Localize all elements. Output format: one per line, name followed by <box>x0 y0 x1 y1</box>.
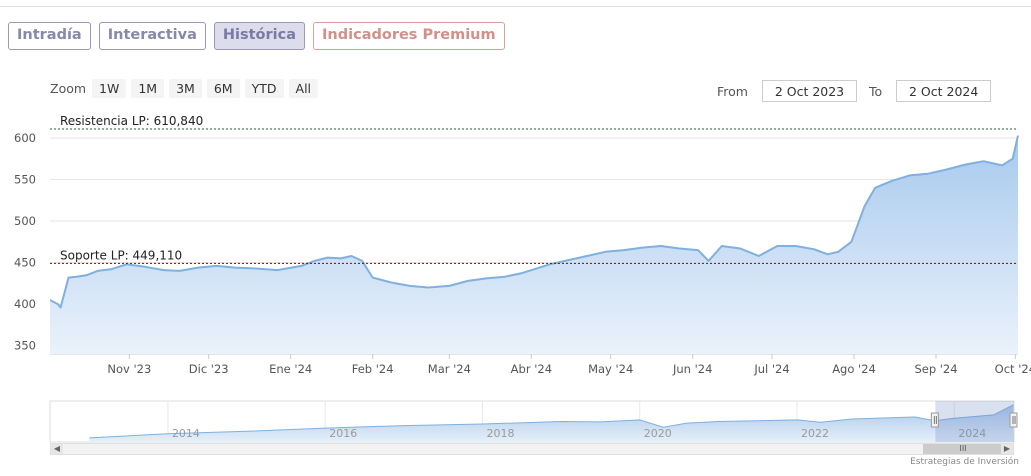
x-tick-label: May '24 <box>588 362 633 376</box>
tab-indicadores-premium[interactable]: Indicadores Premium <box>313 22 505 50</box>
navigator[interactable]: 2014 2016 2018 2020 2022 2024 <box>49 400 1018 443</box>
zoom-label: Zoom <box>50 81 87 96</box>
series-area-group <box>50 135 1018 354</box>
zoom-6m-button[interactable]: 6M <box>206 79 240 98</box>
navigator-area <box>89 404 1014 442</box>
zoom-1w-button[interactable]: 1W <box>92 79 127 98</box>
zoom-all-button[interactable]: All <box>288 79 319 98</box>
y-tick-label: 450 <box>14 256 36 270</box>
series-line <box>50 135 1019 309</box>
navigator-selection <box>935 401 1014 442</box>
x-tick-label: Ago '24 <box>832 362 876 376</box>
navigator-series-group <box>89 404 1014 442</box>
view-tabs: Intradía Interactiva Histórica Indicador… <box>8 22 505 50</box>
navigator-year-label: 2020 <box>644 427 672 440</box>
navigator-scrollbar[interactable]: ◀ III ▶ <box>50 443 1014 455</box>
resistance-label: Resistencia LP: 610,840 <box>60 114 203 128</box>
to-label: To <box>868 83 883 99</box>
tab-intradia[interactable]: Intradía <box>8 22 91 50</box>
chart-credit: Estrategias de Inversión <box>910 457 1019 467</box>
from-date-input[interactable] <box>761 80 857 102</box>
x-tick-label: Ene '24 <box>269 362 312 376</box>
scrollbar-thumb[interactable]: III <box>923 444 1003 454</box>
scroll-left-icon[interactable]: ◀ <box>51 444 63 454</box>
support-label: Soporte LP: 449,110 <box>60 248 182 262</box>
level-annotations: Resistencia LP: 610,840 Soporte LP: 449,1… <box>50 114 1018 264</box>
date-range: From To <box>717 80 1003 102</box>
series-area <box>50 135 1018 354</box>
x-tick-label: Oct '24 <box>995 362 1031 376</box>
tab-interactiva[interactable]: Interactiva <box>98 22 206 50</box>
navigator-year-label: 2016 <box>329 427 357 440</box>
top-divider <box>0 6 1031 7</box>
x-tick-label: Dic '23 <box>189 362 229 376</box>
series-line-group <box>50 135 1019 309</box>
y-axis-ticks: 350 400 450 500 550 600 <box>14 131 36 353</box>
navigator-year-label: 2018 <box>486 427 514 440</box>
x-tick-label: Feb '24 <box>352 362 394 376</box>
y-tick-label: 600 <box>14 131 36 145</box>
navigator-year-label: 2014 <box>172 427 200 440</box>
navigator-line <box>89 404 1014 439</box>
scroll-right-icon[interactable]: ▶ <box>1001 444 1013 454</box>
x-tick-label: Jun '24 <box>672 362 712 376</box>
x-tick-label: Nov '23 <box>107 362 151 376</box>
y-tick-label: 500 <box>14 214 36 228</box>
x-tick-label: Abr '24 <box>511 362 552 376</box>
tab-historica[interactable]: Histórica <box>213 22 306 50</box>
zoom-ytd-button[interactable]: YTD <box>244 79 284 98</box>
zoom-selector: Zoom 1W 1M 3M 6M YTD All <box>50 79 323 98</box>
navigator-year-label: 2024 <box>958 427 986 440</box>
zoom-3m-button[interactable]: 3M <box>169 79 202 98</box>
x-tick-label: Sep '24 <box>914 362 957 376</box>
x-tick-label: Jul '24 <box>753 362 789 376</box>
y-tick-label: 350 <box>14 339 36 353</box>
navigator-year-label: 2022 <box>801 427 829 440</box>
x-axis-ticks: Nov '23 Dic '23 Ene '24 Feb '24 Mar '24 Abr '… <box>107 354 1031 376</box>
y-tick-label: 400 <box>14 297 36 311</box>
zoom-1m-button[interactable]: 1M <box>131 79 165 98</box>
from-label: From <box>717 83 748 99</box>
y-tick-label: 550 <box>14 173 36 187</box>
x-tick-label: Mar '24 <box>428 362 471 376</box>
to-date-input[interactable] <box>896 80 992 102</box>
